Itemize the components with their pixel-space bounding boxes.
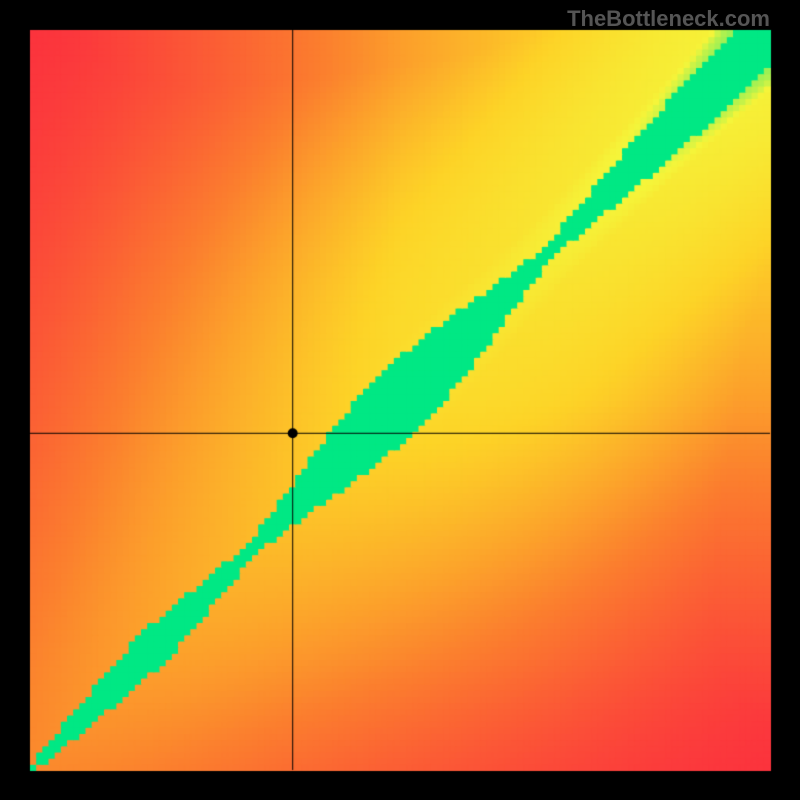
watermark-text: TheBottleneck.com <box>567 6 770 32</box>
bottleneck-heatmap <box>0 0 800 800</box>
chart-frame: TheBottleneck.com <box>0 0 800 800</box>
